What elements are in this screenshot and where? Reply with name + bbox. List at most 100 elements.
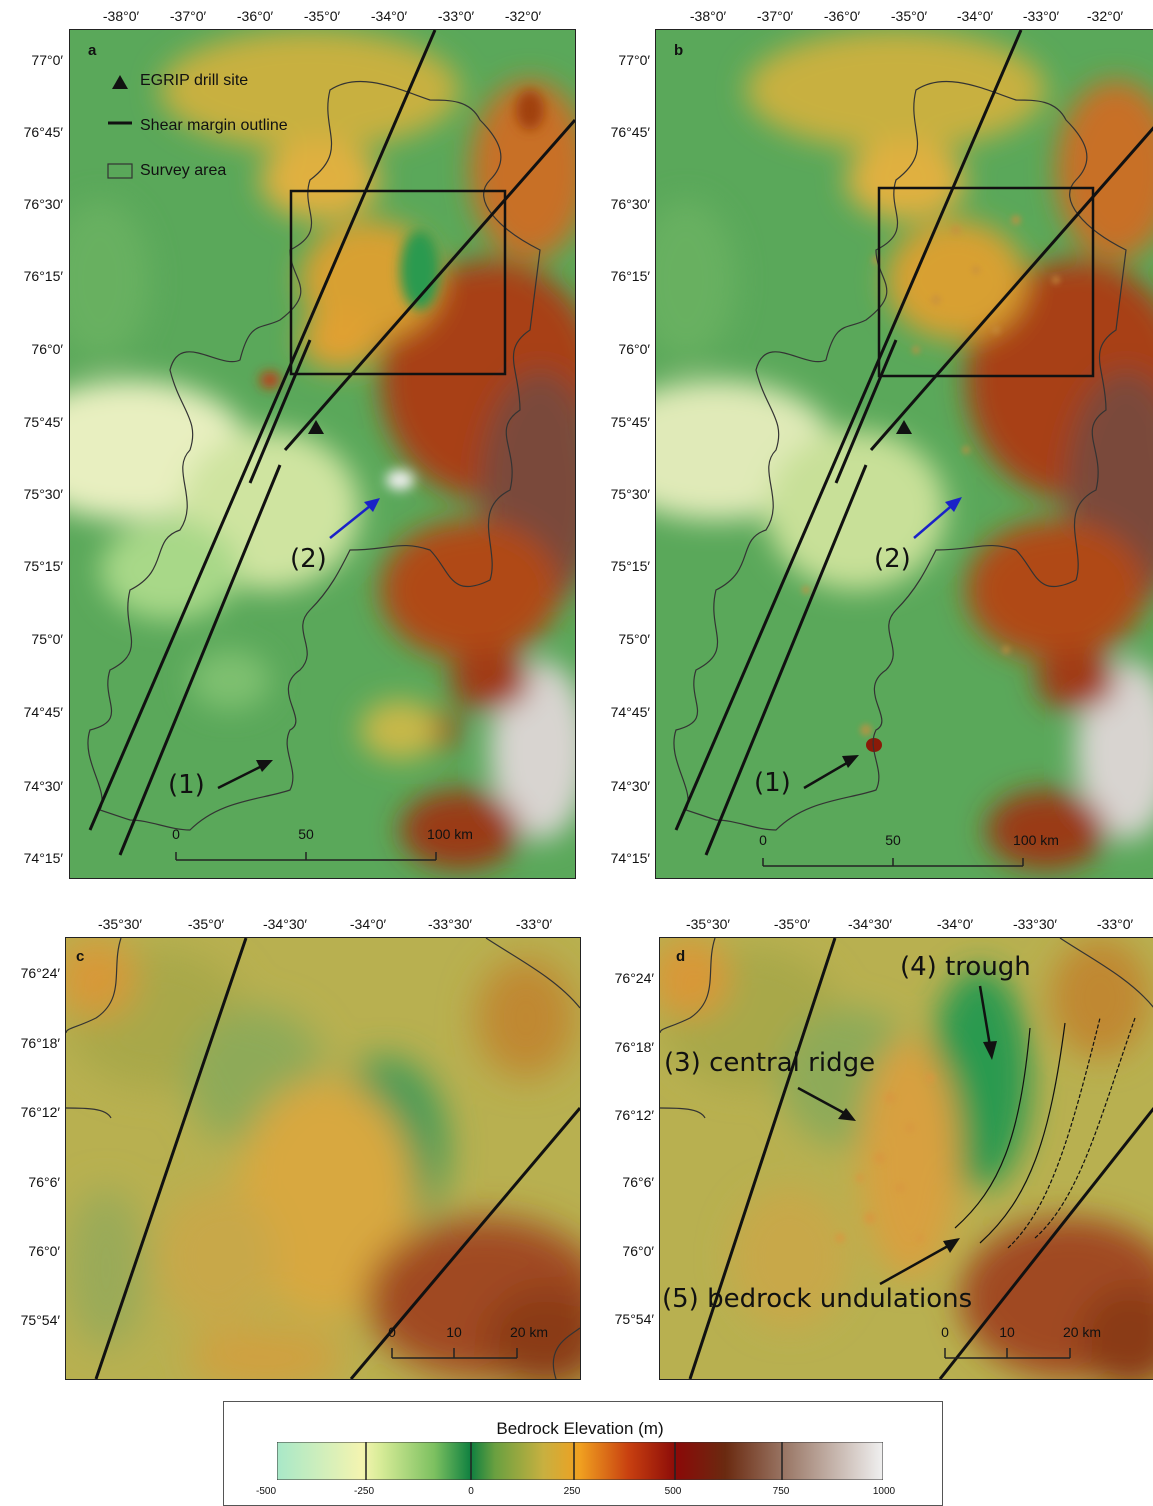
bedrock-terrain-c <box>66 938 580 1379</box>
lat-label: 74°15′ <box>23 850 63 866</box>
lat-label: 76°12′ <box>614 1107 654 1123</box>
legend-drill-site: EGRIP drill site <box>140 72 249 89</box>
shear-margin-east-b <box>704 464 868 856</box>
colorbar-tick: -500 <box>255 1486 277 1497</box>
lon-label: -33°0′ <box>437 8 475 24</box>
lat-label: 75°30′ <box>610 486 650 502</box>
lat-label: 77°0′ <box>618 52 650 68</box>
egrip-drill-site-marker-a <box>308 420 324 434</box>
scale-label-d-20: 20 km <box>1062 1324 1102 1340</box>
lat-label: 76°15′ <box>610 268 650 284</box>
lat-label: 75°15′ <box>610 558 650 574</box>
lon-label: -35°30′ <box>685 916 731 932</box>
bedrock-terrain-d <box>660 938 1153 1379</box>
scale-label-d-10: 10 <box>999 1324 1015 1340</box>
lat-label: 76°12′ <box>20 1104 60 1120</box>
lon-label: -34°0′ <box>936 916 974 932</box>
shear-margin-west-c <box>94 938 248 1379</box>
colorbar-tick: 250 <box>563 1486 581 1497</box>
colorbar-title: Bedrock Elevation (m) <box>496 1419 664 1438</box>
colorbar-tick: 750 <box>772 1486 790 1497</box>
lat-label: 76°0′ <box>31 341 63 357</box>
lon-label: -36°0′ <box>236 8 274 24</box>
undulation-line-4 <box>1034 1017 1136 1239</box>
colorbar-tick: -250 <box>353 1486 375 1497</box>
lat-label: 76°0′ <box>622 1243 654 1259</box>
arrow-1-a <box>217 762 267 790</box>
survey-area-outline-b <box>673 80 1127 831</box>
map-frame-c: c 0 10 20 km <box>65 937 581 1380</box>
annotation-1-a: (1) <box>168 770 205 800</box>
lat-label: 76°45′ <box>23 124 63 140</box>
lat-label: 76°45′ <box>610 124 650 140</box>
lon-label: -35°30′ <box>97 916 143 932</box>
map-frame-a: a EGRIP drill site Shear margin outline … <box>69 29 576 879</box>
lon-label: -33°0′ <box>515 916 553 932</box>
scale-label-c-10: 10 <box>446 1324 462 1340</box>
scale-label-c-0: 0 <box>388 1324 396 1340</box>
annotation-bedrock-undulations: (5) bedrock undulations <box>662 1284 973 1314</box>
shear-margin-east2-b <box>869 126 1153 451</box>
lon-label: -37°0′ <box>756 8 794 24</box>
lat-label: 75°45′ <box>610 414 650 430</box>
bedrock-terrain-b <box>656 30 1153 878</box>
legend-triangle-icon <box>112 75 128 89</box>
shear-margin-north-a <box>248 339 312 484</box>
lon-label: -34°0′ <box>349 916 387 932</box>
lat-label: 76°6′ <box>622 1174 654 1190</box>
arrow-central-ridge <box>797 1086 847 1116</box>
scale-label-b-50: 50 <box>885 832 901 848</box>
shear-margin-west-a <box>88 30 437 831</box>
lat-label: 76°18′ <box>20 1035 60 1051</box>
lon-label: -34°30′ <box>262 916 308 932</box>
colorbar-tick: 0 <box>468 1486 474 1497</box>
lat-label: 74°30′ <box>23 778 63 794</box>
scale-label-a-100: 100 km <box>427 826 473 842</box>
map-frame-b: b (1) (2) 0 50 100 km <box>655 29 1153 879</box>
lon-label: -36°0′ <box>823 8 861 24</box>
scale-label-a-0: 0 <box>172 826 180 842</box>
arrow-trough <box>978 985 992 1047</box>
legend-survey-area: Survey area <box>140 162 227 179</box>
panel-letter-c: c <box>76 948 85 965</box>
lat-label: 76°15′ <box>23 268 63 284</box>
scale-label-b-100: 100 km <box>1013 832 1059 848</box>
survey-area-outline-c <box>66 938 580 1379</box>
shear-margin-west-d <box>688 938 837 1379</box>
shear-margin-east-c <box>349 1107 580 1379</box>
lat-label: 76°24′ <box>20 965 60 981</box>
lat-label: 75°30′ <box>23 486 63 502</box>
scale-label-a-50: 50 <box>298 826 314 842</box>
lat-label: 75°0′ <box>618 631 650 647</box>
study-area-box-a <box>289 189 507 376</box>
shear-margin-east2-a <box>283 119 575 451</box>
lat-label: 76°24′ <box>614 970 654 986</box>
shear-margin-west-b <box>674 30 1023 831</box>
lon-label: -32°0′ <box>1086 8 1124 24</box>
legend-shear-margin: Shear margin outline <box>140 117 288 134</box>
lon-label: -35°0′ <box>773 916 811 932</box>
legend-box-icon <box>107 163 133 179</box>
lon-label: -33°30′ <box>1012 916 1058 932</box>
panel-letter-d: d <box>676 948 686 965</box>
bedrock-terrain-a <box>70 30 575 878</box>
arrow-1-b <box>803 758 853 790</box>
lon-label: -33°0′ <box>1096 916 1134 932</box>
legend-line-icon <box>108 121 132 125</box>
lat-label: 74°45′ <box>610 704 650 720</box>
lat-label: 76°30′ <box>23 196 63 212</box>
lat-label: 75°54′ <box>614 1311 654 1327</box>
survey-area-outline-a <box>87 80 541 831</box>
scale-label-d-0: 0 <box>941 1324 949 1340</box>
lon-label: -33°30′ <box>427 916 473 932</box>
arrow-undulations <box>879 1244 949 1286</box>
lon-label: -38°0′ <box>689 8 727 24</box>
lat-label: 74°45′ <box>23 704 63 720</box>
lat-label: 75°0′ <box>31 631 63 647</box>
arrow-2-b <box>913 501 957 539</box>
undulation-line-1 <box>954 1027 1031 1229</box>
survey-area-outline-d <box>660 938 1153 1119</box>
arrow-2-a <box>329 501 376 539</box>
lat-label: 77°0′ <box>31 52 63 68</box>
lat-label: 75°54′ <box>20 1312 60 1328</box>
